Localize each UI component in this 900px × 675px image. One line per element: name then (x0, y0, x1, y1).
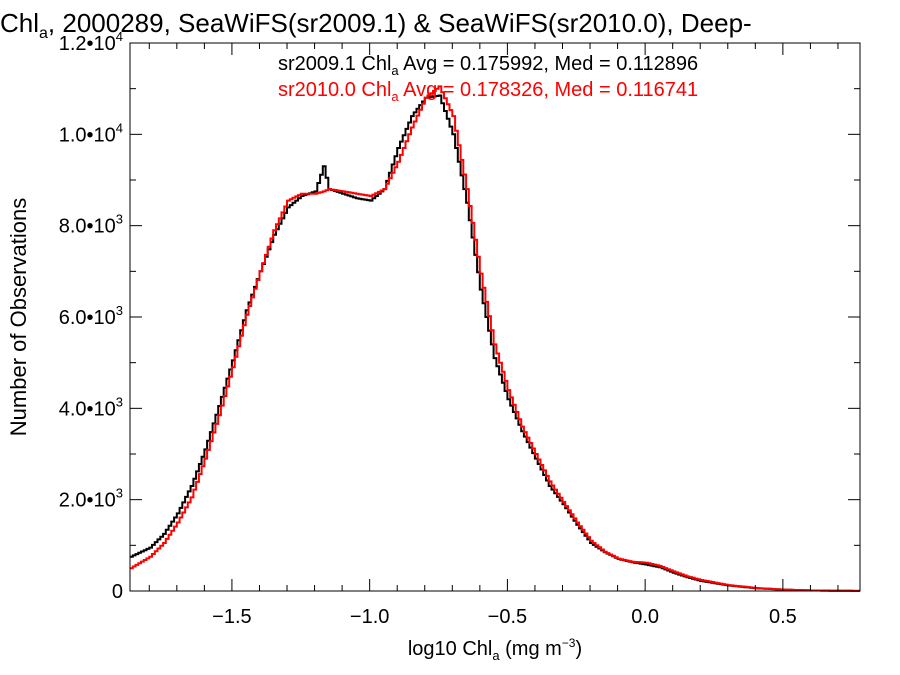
y-tick-label: 6.0•103 (59, 303, 123, 329)
title-rest: , 2000289, SeaWiFS(sr2009.1) & SeaWiFS(s… (48, 8, 752, 38)
y-tick-label: 2.0•103 (59, 486, 123, 512)
y-ticks: 0 2.0•103 4.0•103 6.0•103 8.0•103 1.0•104 1.2•… (59, 29, 860, 603)
y-tick-label: 0 (112, 581, 123, 603)
y-axis-label: Number of Observations (6, 198, 31, 436)
x-tick-label: −0.5 (488, 606, 527, 628)
title-prefix: Chl (0, 8, 39, 38)
y-tick-label: 1.2•104 (59, 29, 123, 55)
title-prefix-subscript: a (39, 25, 48, 42)
y-tick-label: 1.0•104 (59, 120, 123, 146)
plot-frame (129, 42, 861, 592)
y-tick-label: 4.0•103 (59, 394, 123, 420)
x-tick-label: 0.0 (631, 606, 659, 628)
chart-title: Chla, 2000289, SeaWiFS(sr2009.1) & SeaWi… (0, 8, 752, 42)
series-line-sr2010 (130, 85, 860, 592)
x-ticks: −1.5 −1.0 −0.5 0.0 0.5 (148, 43, 839, 628)
legend-entry-sr2010: sr2010.0 Chla Avg = 0.178326, Med = 0.11… (278, 79, 698, 104)
x-tick-label: −1.0 (350, 606, 389, 628)
y-tick-label: 8.0•103 (59, 212, 123, 238)
series-layer (130, 85, 860, 592)
legend: sr2009.1 Chla Avg = 0.175992, Med = 0.11… (278, 53, 698, 104)
legend-entry-sr2009: sr2009.1 Chla Avg = 0.175992, Med = 0.11… (278, 53, 698, 78)
x-axis-label: log10 Chla (mg m−3) (408, 636, 582, 663)
x-tick-label: 0.5 (769, 606, 797, 628)
x-tick-label: −1.5 (212, 606, 251, 628)
